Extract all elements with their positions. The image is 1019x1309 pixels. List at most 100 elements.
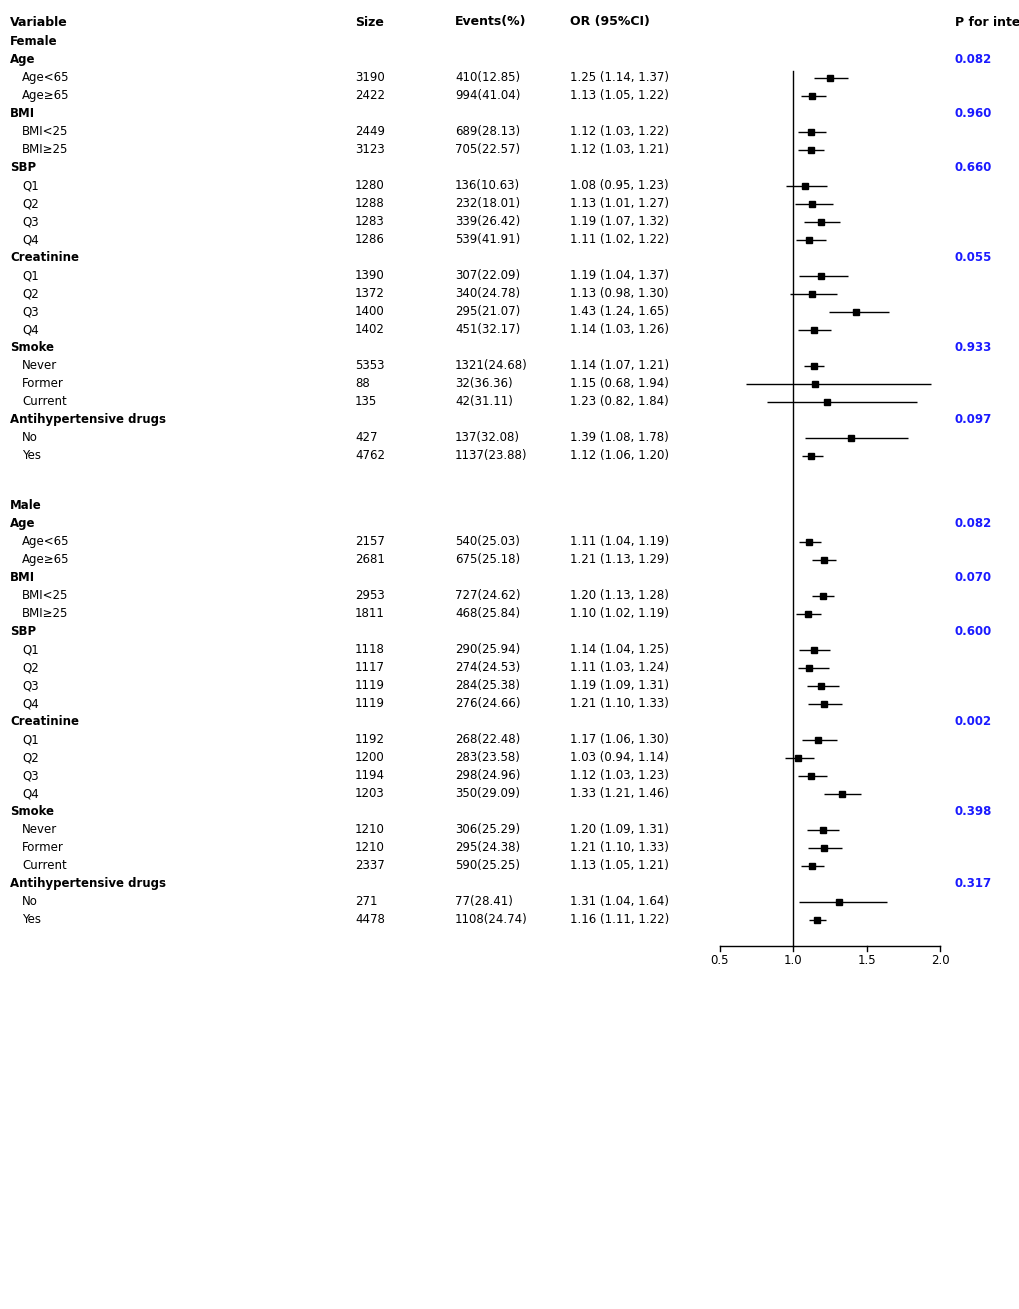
Text: 1.12 (1.03, 1.23): 1.12 (1.03, 1.23) <box>570 770 668 783</box>
Text: 1.21 (1.13, 1.29): 1.21 (1.13, 1.29) <box>570 554 668 567</box>
Text: BMI<25: BMI<25 <box>22 126 68 139</box>
Text: 0.317: 0.317 <box>954 877 991 890</box>
Text: 2953: 2953 <box>355 589 384 602</box>
Text: 1.11 (1.02, 1.22): 1.11 (1.02, 1.22) <box>570 233 668 246</box>
Text: 1280: 1280 <box>355 179 384 192</box>
Text: 1203: 1203 <box>355 787 384 800</box>
Text: 2681: 2681 <box>355 554 384 567</box>
Text: 2449: 2449 <box>355 126 384 139</box>
Text: Former: Former <box>22 842 64 855</box>
Text: 1210: 1210 <box>355 823 384 836</box>
Text: BMI<25: BMI<25 <box>22 589 68 602</box>
Text: Current: Current <box>22 859 66 872</box>
Text: 994(41.04): 994(41.04) <box>454 89 520 102</box>
Text: 1.19 (1.09, 1.31): 1.19 (1.09, 1.31) <box>570 679 668 692</box>
Text: Q1: Q1 <box>22 270 39 283</box>
Text: 1.21 (1.10, 1.33): 1.21 (1.10, 1.33) <box>570 698 668 711</box>
Text: 675(25.18): 675(25.18) <box>454 554 520 567</box>
Text: 451(32.17): 451(32.17) <box>454 323 520 336</box>
Text: 4762: 4762 <box>355 449 384 462</box>
Text: 410(12.85): 410(12.85) <box>454 71 520 84</box>
Text: Antihypertensive drugs: Antihypertensive drugs <box>10 414 166 427</box>
Text: 307(22.09): 307(22.09) <box>454 270 520 283</box>
Text: 468(25.84): 468(25.84) <box>454 607 520 620</box>
Text: BMI: BMI <box>10 107 35 120</box>
Text: Q4: Q4 <box>22 233 39 246</box>
Text: 1.21 (1.10, 1.33): 1.21 (1.10, 1.33) <box>570 842 668 855</box>
Text: P for interaction: P for interaction <box>954 16 1019 29</box>
Text: 590(25.25): 590(25.25) <box>454 859 520 872</box>
Text: 0.600: 0.600 <box>954 626 991 639</box>
Text: 1119: 1119 <box>355 698 384 711</box>
Text: 276(24.66): 276(24.66) <box>454 698 520 711</box>
Text: 135: 135 <box>355 395 377 408</box>
Text: 1.11 (1.03, 1.24): 1.11 (1.03, 1.24) <box>570 661 668 674</box>
Text: 0.082: 0.082 <box>954 54 991 67</box>
Text: Q2: Q2 <box>22 751 39 764</box>
Text: No: No <box>22 431 38 444</box>
Text: Age≥65: Age≥65 <box>22 89 69 102</box>
Text: SBP: SBP <box>10 161 36 174</box>
Text: 539(41.91): 539(41.91) <box>454 233 520 246</box>
Text: 1.39 (1.08, 1.78): 1.39 (1.08, 1.78) <box>570 431 668 444</box>
Text: 298(24.96): 298(24.96) <box>454 770 520 783</box>
Text: Q3: Q3 <box>22 305 39 318</box>
Text: 0.398: 0.398 <box>954 805 991 818</box>
Text: 295(21.07): 295(21.07) <box>454 305 520 318</box>
Text: 1210: 1210 <box>355 842 384 855</box>
Text: 1.20 (1.13, 1.28): 1.20 (1.13, 1.28) <box>570 589 668 602</box>
Text: 705(22.57): 705(22.57) <box>454 143 520 156</box>
Text: 540(25.03): 540(25.03) <box>454 535 520 548</box>
Text: 1400: 1400 <box>355 305 384 318</box>
Text: OR (95%CI): OR (95%CI) <box>570 16 649 29</box>
Text: 1.19 (1.07, 1.32): 1.19 (1.07, 1.32) <box>570 215 668 228</box>
Text: 0.660: 0.660 <box>954 161 991 174</box>
Text: 339(26.42): 339(26.42) <box>454 215 520 228</box>
Text: 290(25.94): 290(25.94) <box>454 643 520 656</box>
Text: BMI: BMI <box>10 571 35 584</box>
Text: Yes: Yes <box>22 914 41 927</box>
Text: 1.17 (1.06, 1.30): 1.17 (1.06, 1.30) <box>570 733 668 746</box>
Text: Q2: Q2 <box>22 287 39 300</box>
Text: 42(31.11): 42(31.11) <box>454 395 513 408</box>
Text: 1.12 (1.03, 1.22): 1.12 (1.03, 1.22) <box>570 126 668 139</box>
Text: 5353: 5353 <box>355 359 384 372</box>
Text: 1.12 (1.06, 1.20): 1.12 (1.06, 1.20) <box>570 449 668 462</box>
Text: 1390: 1390 <box>355 270 384 283</box>
Text: 1192: 1192 <box>355 733 384 746</box>
Text: 1811: 1811 <box>355 607 384 620</box>
Text: Q2: Q2 <box>22 661 39 674</box>
Text: 268(22.48): 268(22.48) <box>454 733 520 746</box>
Text: 1.33 (1.21, 1.46): 1.33 (1.21, 1.46) <box>570 787 668 800</box>
Text: 1372: 1372 <box>355 287 384 300</box>
Text: 1.12 (1.03, 1.21): 1.12 (1.03, 1.21) <box>570 143 668 156</box>
Text: Antihypertensive drugs: Antihypertensive drugs <box>10 877 166 890</box>
Text: 1321(24.68): 1321(24.68) <box>454 359 527 372</box>
Text: 137(32.08): 137(32.08) <box>454 431 520 444</box>
Text: 1.13 (1.05, 1.22): 1.13 (1.05, 1.22) <box>570 89 668 102</box>
Text: BMI≥25: BMI≥25 <box>22 143 68 156</box>
Text: 274(24.53): 274(24.53) <box>454 661 520 674</box>
Text: 1.0: 1.0 <box>784 954 802 967</box>
Text: 1.08 (0.95, 1.23): 1.08 (0.95, 1.23) <box>570 179 668 192</box>
Text: 0.055: 0.055 <box>954 251 991 264</box>
Text: Smoke: Smoke <box>10 805 54 818</box>
Text: 1.20 (1.09, 1.31): 1.20 (1.09, 1.31) <box>570 823 668 836</box>
Text: 0.002: 0.002 <box>954 715 991 728</box>
Text: 1.13 (1.01, 1.27): 1.13 (1.01, 1.27) <box>570 198 668 211</box>
Text: 340(24.78): 340(24.78) <box>454 287 520 300</box>
Text: 1402: 1402 <box>355 323 384 336</box>
Text: 306(25.29): 306(25.29) <box>454 823 520 836</box>
Text: Age≥65: Age≥65 <box>22 554 69 567</box>
Text: 1108(24.74): 1108(24.74) <box>454 914 527 927</box>
Text: 1.11 (1.04, 1.19): 1.11 (1.04, 1.19) <box>570 535 668 548</box>
Text: Yes: Yes <box>22 449 41 462</box>
Text: 427: 427 <box>355 431 377 444</box>
Text: Creatinine: Creatinine <box>10 251 78 264</box>
Text: Creatinine: Creatinine <box>10 715 78 728</box>
Text: Age<65: Age<65 <box>22 71 69 84</box>
Text: Q3: Q3 <box>22 679 39 692</box>
Text: Q4: Q4 <box>22 698 39 711</box>
Text: 1.14 (1.04, 1.25): 1.14 (1.04, 1.25) <box>570 643 668 656</box>
Text: 350(29.09): 350(29.09) <box>454 787 520 800</box>
